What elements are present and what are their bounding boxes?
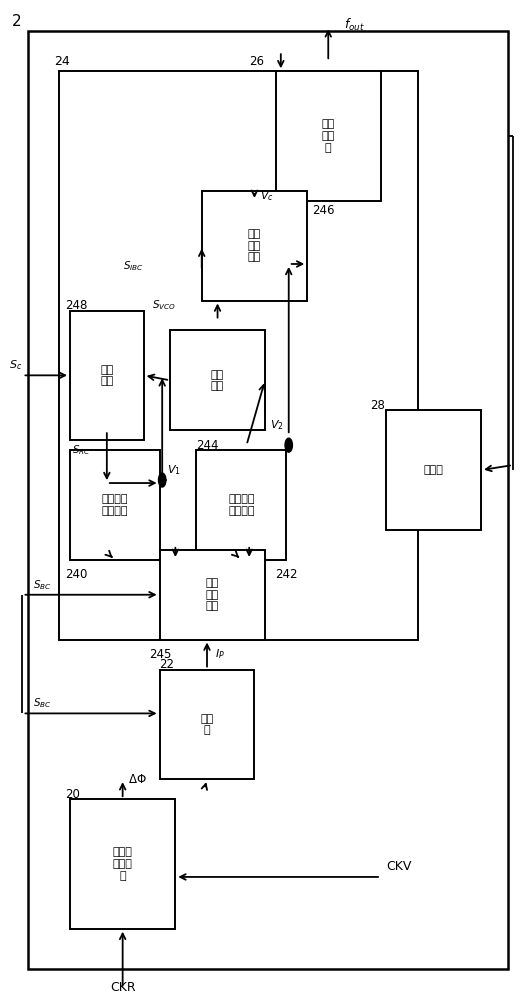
Text: $S_{VCO}$: $S_{VCO}$ <box>152 299 175 312</box>
Text: $V_1$: $V_1$ <box>167 463 181 477</box>
Circle shape <box>158 473 166 487</box>
Bar <box>70 799 175 929</box>
Text: 2: 2 <box>12 14 22 29</box>
Text: $I_P$: $I_P$ <box>215 648 225 661</box>
Text: $f_{out}$: $f_{out}$ <box>344 17 365 33</box>
Text: $\Delta\Phi$: $\Delta\Phi$ <box>128 773 147 786</box>
Text: 242: 242 <box>276 568 298 581</box>
Bar <box>59 71 418 640</box>
Bar <box>160 670 254 779</box>
Text: 相位频
差侦测
器: 相位频 差侦测 器 <box>113 847 132 881</box>
Text: CKV: CKV <box>386 860 412 873</box>
Text: 第二回路
滤波模块: 第二回路 滤波模块 <box>228 494 254 516</box>
Text: 26: 26 <box>249 55 264 68</box>
Text: 缓冲
模块: 缓冲 模块 <box>211 370 224 391</box>
Text: 充电
泵: 充电 泵 <box>200 714 214 735</box>
Bar <box>170 330 265 430</box>
Text: $S_{BC}$: $S_{BC}$ <box>33 578 51 592</box>
Text: $V_c$: $V_c$ <box>260 189 273 203</box>
Text: 控制
模块: 控制 模块 <box>100 365 113 386</box>
Text: 第一回路
滤波模块: 第一回路 滤波模块 <box>101 494 128 516</box>
Text: 除频器: 除频器 <box>424 465 444 475</box>
Text: 20: 20 <box>65 788 80 801</box>
Text: 246: 246 <box>313 204 335 217</box>
Text: 24: 24 <box>54 55 70 68</box>
Text: 压控
振荡
器: 压控 振荡 器 <box>322 119 335 153</box>
Text: 244: 244 <box>197 439 219 452</box>
Bar <box>202 191 307 301</box>
Text: 28: 28 <box>370 399 385 412</box>
Text: 22: 22 <box>160 658 174 671</box>
Text: 240: 240 <box>65 568 87 581</box>
Text: $S_{RC}$: $S_{RC}$ <box>73 443 91 457</box>
Text: $S_{BC}$: $S_{BC}$ <box>33 697 51 710</box>
Text: $S_c$: $S_c$ <box>9 358 22 372</box>
Text: 第一
切换
模块: 第一 切换 模块 <box>206 578 219 611</box>
Text: 248: 248 <box>65 299 87 312</box>
Bar <box>386 410 481 530</box>
Bar <box>160 550 265 640</box>
Bar <box>197 450 286 560</box>
Text: $V_2$: $V_2$ <box>270 418 284 432</box>
Text: $S_{IBC}$: $S_{IBC}$ <box>122 259 144 273</box>
Text: CKR: CKR <box>110 981 136 994</box>
Text: 245: 245 <box>149 648 171 661</box>
Bar <box>70 311 144 440</box>
Circle shape <box>285 438 293 452</box>
Bar <box>276 71 381 201</box>
Bar <box>70 450 160 560</box>
Text: 第二
切换
模块: 第二 切换 模块 <box>248 229 261 262</box>
